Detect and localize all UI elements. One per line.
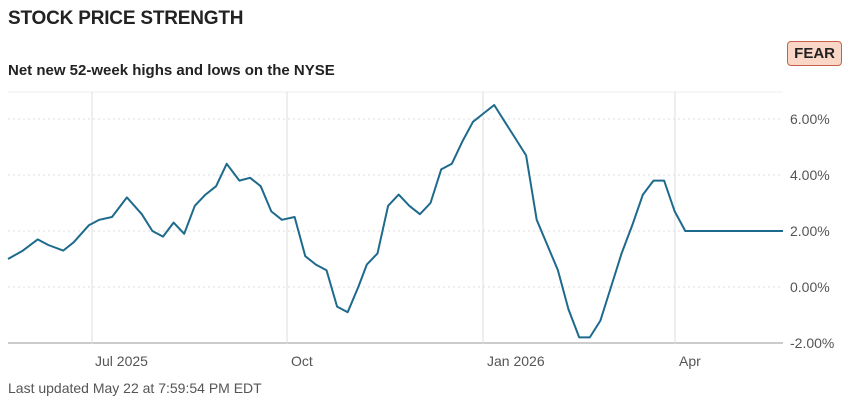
chart-plot-area bbox=[7, 104, 783, 339]
chart-grid bbox=[8, 91, 783, 344]
x-tick-label: Apr bbox=[679, 353, 701, 369]
sentiment-badge: FEAR bbox=[787, 41, 842, 66]
x-axis: Jul 2025 Oct Jan 2026 Apr bbox=[95, 353, 701, 369]
y-tick-label: 4.00% bbox=[790, 167, 830, 183]
y-tick-label: 2.00% bbox=[790, 223, 830, 239]
y-tick-label: -2.00% bbox=[790, 335, 834, 351]
series-line bbox=[7, 104, 783, 339]
y-axis: 6.00% 4.00% 2.00% 0.00% -2.00% bbox=[790, 111, 834, 351]
chart-subtitle: Net new 52-week highs and lows on the NY… bbox=[8, 62, 335, 79]
line-chart: Jul 2025 Oct Jan 2026 Apr 6.00% 4.00% 2.00% 0.… bbox=[7, 91, 834, 369]
x-tick-label: Jul 2025 bbox=[95, 353, 148, 369]
x-tick-label: Jan 2026 bbox=[487, 353, 545, 369]
last-updated-text: Last updated May 22 at 7:59:54 PM EDT bbox=[8, 380, 262, 396]
x-tick-label: Oct bbox=[291, 353, 313, 369]
chart-title: STOCK PRICE STRENGTH bbox=[8, 8, 244, 29]
y-tick-label: 0.00% bbox=[790, 279, 830, 295]
y-tick-label: 6.00% bbox=[790, 111, 830, 127]
